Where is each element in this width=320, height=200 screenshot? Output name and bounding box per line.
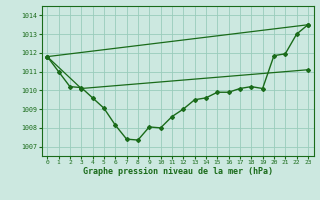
X-axis label: Graphe pression niveau de la mer (hPa): Graphe pression niveau de la mer (hPa)	[83, 167, 273, 176]
